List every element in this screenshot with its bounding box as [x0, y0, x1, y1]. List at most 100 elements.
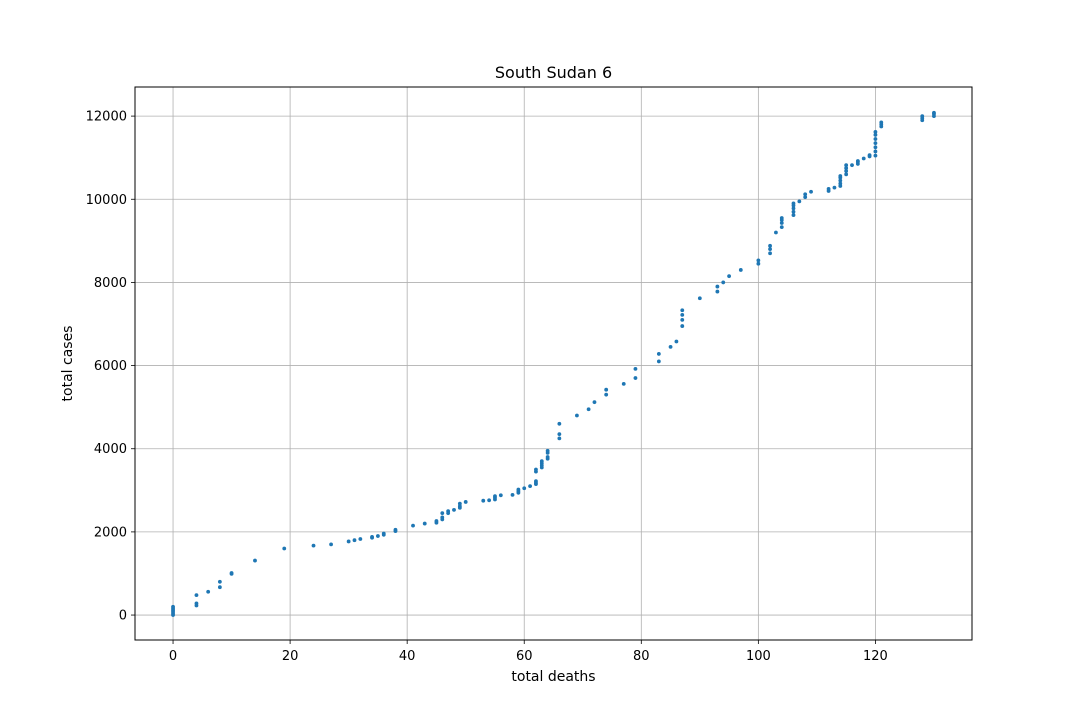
data-point [604, 387, 609, 392]
data-point [311, 543, 316, 548]
data-point [229, 571, 234, 575]
y-tick-label: 6000 [94, 359, 127, 374]
x-axis-label: total deaths [511, 669, 595, 685]
data-point [738, 268, 743, 272]
data-point [715, 284, 720, 289]
data-point [422, 521, 427, 526]
data-point [592, 400, 597, 405]
data-point [393, 527, 398, 532]
data-point [206, 589, 211, 594]
chart-title: South Sudan 6 [495, 63, 612, 82]
data-point [873, 132, 878, 137]
data-point [838, 181, 843, 186]
data-point [674, 339, 679, 344]
data-point [376, 534, 380, 538]
data-point [873, 145, 878, 150]
data-point [756, 258, 761, 263]
data-point [774, 230, 778, 235]
data-point [545, 455, 550, 459]
data-point [826, 186, 831, 191]
data-point [493, 494, 497, 499]
data-point [756, 261, 761, 266]
data-point [510, 492, 515, 497]
data-point [282, 546, 287, 551]
y-tick-label: 10000 [86, 193, 127, 208]
data-point [791, 209, 796, 214]
data-point [844, 169, 849, 173]
data-point [604, 392, 609, 397]
data-point [575, 413, 579, 418]
data-point [680, 317, 685, 322]
data-point [352, 538, 357, 543]
data-point [434, 519, 439, 523]
data-point [440, 515, 445, 520]
data-points [171, 110, 936, 617]
data-point [621, 381, 626, 386]
data-point [463, 500, 468, 504]
data-point [779, 221, 784, 225]
data-point [832, 185, 837, 190]
data-point [381, 531, 386, 536]
data-point [557, 421, 562, 426]
data-point [557, 432, 562, 437]
data-point [768, 243, 772, 248]
data-point [346, 539, 351, 544]
data-point [656, 352, 661, 356]
plot-frame [134, 86, 973, 641]
x-tick-label: 20 [282, 649, 299, 664]
data-point [768, 247, 772, 252]
data-point [534, 467, 538, 472]
data-point [803, 192, 808, 197]
x-tick-label: 60 [516, 649, 533, 664]
data-point [217, 579, 222, 584]
data-point [487, 498, 492, 503]
data-point [440, 511, 445, 516]
data-point [873, 130, 878, 134]
y-tick-label: 2000 [94, 525, 127, 540]
data-point [498, 493, 503, 498]
data-point [855, 159, 860, 163]
y-tick-label: 0 [119, 609, 127, 624]
data-point [873, 149, 878, 154]
x-tick-label: 40 [399, 649, 416, 664]
data-point [879, 120, 884, 125]
x-tick-label: 100 [746, 649, 771, 664]
data-point [358, 537, 363, 541]
data-point [329, 542, 333, 547]
data-point [194, 601, 199, 606]
data-point [528, 484, 532, 489]
data-point [680, 312, 685, 317]
data-point [545, 448, 550, 453]
data-point [522, 486, 527, 491]
data-point [253, 558, 257, 563]
data-point [873, 153, 878, 158]
data-point [809, 189, 813, 194]
x-tick-label: 120 [863, 649, 888, 664]
data-point [791, 213, 796, 217]
data-point [697, 296, 702, 301]
data-point [680, 308, 685, 313]
y-axis-label: total cases [60, 326, 76, 402]
data-point [844, 166, 849, 170]
data-point [194, 593, 199, 597]
x-tick-label: 80 [633, 649, 650, 664]
data-point [516, 487, 521, 492]
data-point [457, 501, 462, 506]
data-point [779, 225, 784, 230]
data-point [920, 114, 925, 119]
data-point [370, 534, 374, 539]
data-point [171, 604, 175, 609]
plot-area [135, 87, 972, 640]
y-tick-label: 8000 [94, 276, 127, 291]
data-point [861, 156, 866, 161]
x-tick-label: 0 [169, 649, 177, 664]
data-point [791, 201, 796, 206]
data-point [721, 280, 726, 285]
data-point [534, 479, 538, 484]
data-point [867, 153, 872, 158]
data-point [633, 367, 638, 371]
data-point [452, 507, 456, 512]
data-point [850, 163, 854, 168]
grid-lines [135, 87, 972, 640]
